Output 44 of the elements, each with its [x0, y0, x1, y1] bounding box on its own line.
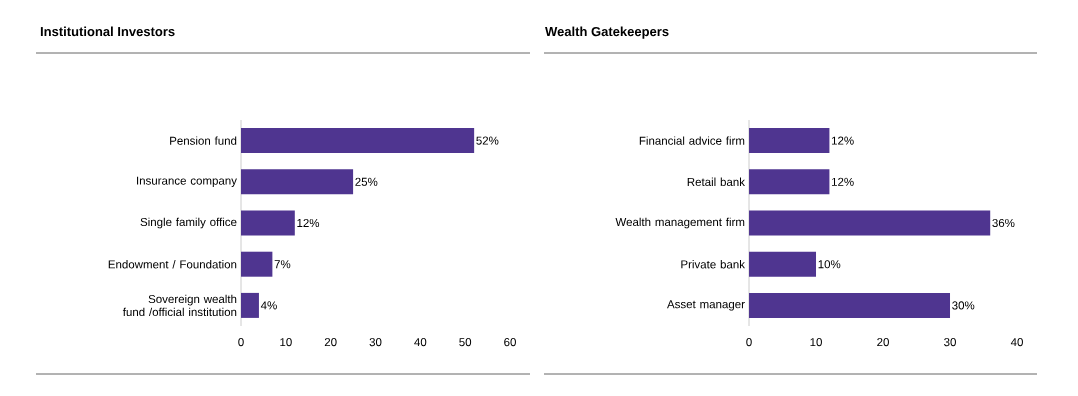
data-label: 10% [818, 260, 841, 269]
x-tick-label: 20 [877, 338, 889, 347]
x-tick-label: 50 [459, 338, 472, 347]
bar [749, 128, 830, 154]
data-label: 30% [952, 301, 975, 310]
bar [241, 292, 259, 318]
bar [749, 292, 951, 318]
x-tick-label: 30 [369, 338, 382, 347]
bar [241, 169, 354, 195]
bar [241, 251, 273, 277]
y-tick-label: Private bank [681, 259, 745, 269]
bar [241, 210, 295, 236]
x-tick-label: 0 [746, 338, 752, 347]
data-label: 7% [274, 260, 291, 269]
data-label: 12% [831, 136, 854, 145]
y-tick-label: Retail bank [687, 177, 745, 187]
data-label: 4% [260, 301, 277, 310]
x-tick-label: 40 [1010, 338, 1023, 347]
y-tick-label: Financial advice firm [639, 136, 745, 145]
y-tick-label: Pension fund [170, 136, 237, 145]
bar [749, 251, 817, 277]
x-tick-label: 10 [810, 338, 822, 347]
y-tick-label: Wealth management firm [615, 217, 745, 229]
x-tick-label: 30 [944, 338, 956, 347]
y-tick-label: Endowment / Foundation [108, 259, 237, 269]
data-label: 52% [476, 136, 499, 145]
data-label: 12% [297, 218, 320, 228]
text: Institutional Investors [40, 26, 175, 37]
x-tick-label: 20 [324, 338, 337, 347]
y-tick-label: Insurance company [137, 176, 237, 187]
data-label: 36% [992, 218, 1015, 228]
y-tick-label: Asset manager [667, 300, 745, 311]
data-label: 12% [831, 177, 854, 186]
bar [749, 169, 830, 195]
x-tick-label: 40 [414, 338, 427, 347]
data-label: 25% [355, 177, 378, 186]
x-tick-label: 10 [280, 338, 292, 347]
bar [749, 210, 991, 236]
text: Wealth Gatekeepers [545, 26, 669, 39]
y-tick-label: Sovereign wealth fund /official institution [122, 294, 237, 317]
bar [241, 128, 475, 154]
y-tick-label: Single family office [140, 217, 237, 229]
x-tick-label: 0 [238, 338, 244, 347]
x-tick-label: 60 [504, 338, 516, 347]
